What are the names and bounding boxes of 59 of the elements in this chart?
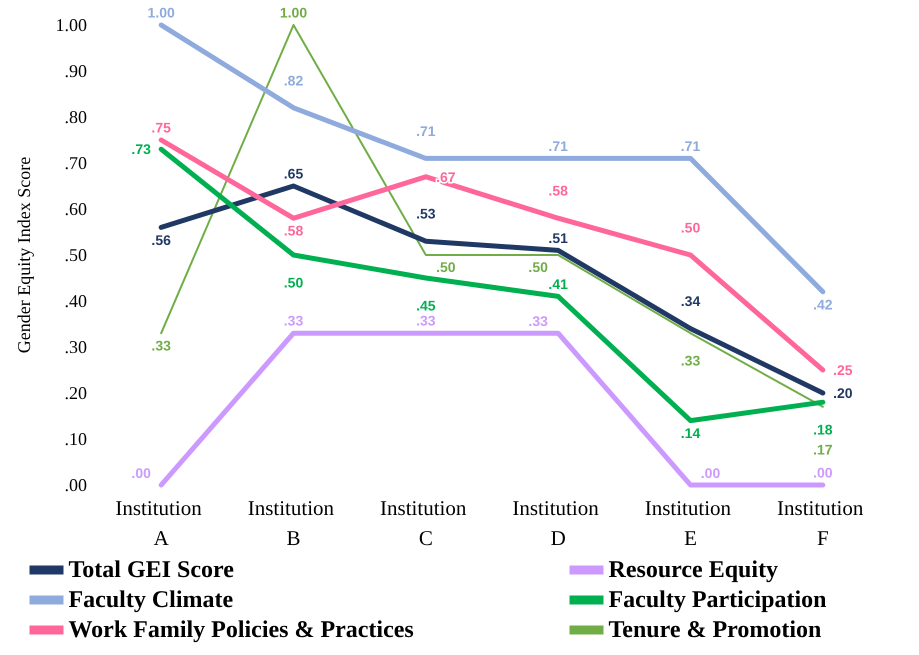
y-tick-label: .30: [64, 337, 87, 357]
y-tick-label: .10: [64, 429, 87, 449]
y-tick-label: .90: [64, 61, 87, 81]
data-label: .33: [680, 352, 700, 369]
data-label: .71: [680, 138, 700, 154]
y-tick-label: .40: [64, 291, 87, 311]
data-label: .33: [528, 313, 548, 330]
legend-label: Resource Equity: [608, 557, 778, 583]
legend-label: Total GEI Score: [68, 557, 234, 583]
data-label: .33: [151, 338, 172, 354]
legend-label: Work Family Policies & Practices: [68, 617, 414, 643]
data-label: .73: [131, 141, 152, 158]
y-tick-label: .70: [64, 153, 87, 173]
data-label: .82: [284, 72, 304, 88]
data-label: .00: [700, 465, 720, 481]
data-label: .42: [813, 296, 833, 312]
x-tick-label: Institution C: [380, 496, 472, 550]
y-tick-label: .80: [64, 107, 87, 127]
data-label: 1.00: [148, 4, 176, 20]
data-label: .75: [151, 120, 172, 136]
data-label: 1.00: [280, 4, 308, 20]
data-label: .50: [528, 259, 548, 275]
y-tick-label: .00: [64, 475, 87, 495]
data-label: .58: [548, 182, 568, 199]
data-label: .41: [548, 276, 568, 292]
data-label: .00: [131, 465, 152, 481]
legend-label: Tenure & Promotion: [608, 617, 822, 643]
data-label: .14: [680, 425, 700, 442]
data-label: .71: [548, 138, 568, 154]
x-tick-label: Institution E: [644, 496, 736, 550]
data-label: .17: [813, 441, 833, 458]
data-label: .50: [436, 259, 456, 275]
data-label: .25: [833, 362, 853, 378]
data-label: .20: [833, 385, 853, 401]
data-label: .71: [416, 122, 436, 139]
y-tick-label: .60: [64, 199, 87, 219]
data-label: .00: [813, 464, 833, 480]
data-label: .34: [680, 293, 700, 310]
data-label: .50: [680, 220, 700, 236]
data-label: .33: [284, 312, 304, 329]
y-tick-label: .20: [64, 383, 87, 403]
y-tick-label: .50: [64, 245, 87, 265]
data-label: .18: [813, 422, 833, 438]
data-label: .65: [284, 166, 304, 182]
x-tick-label: Institution A: [115, 496, 207, 550]
data-label: .58: [284, 222, 304, 239]
y-tick-label: 1.00: [56, 15, 87, 35]
x-tick-label: Institution B: [248, 496, 340, 550]
data-label: .33: [416, 312, 436, 329]
data-label: .50: [284, 274, 304, 290]
legend-label: Faculty Participation: [608, 587, 826, 613]
data-label: .51: [548, 230, 568, 246]
data-label: .56: [151, 232, 172, 248]
data-label: .45: [416, 298, 436, 314]
y-axis-title: Gender Equity Index Score: [14, 156, 34, 354]
data-label: .53: [416, 206, 436, 222]
x-tick-label: Institution F: [777, 496, 869, 550]
legend-label: Faculty Climate: [68, 587, 234, 613]
x-tick-label: Institution D: [512, 496, 604, 550]
